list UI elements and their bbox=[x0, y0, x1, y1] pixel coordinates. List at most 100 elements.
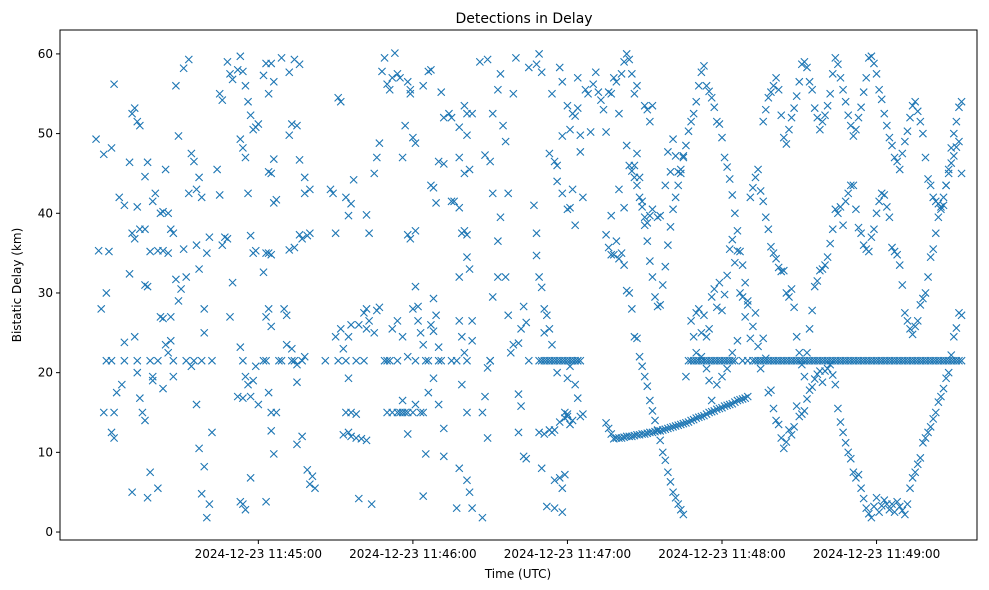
data-point bbox=[934, 398, 943, 407]
data-point bbox=[326, 185, 335, 194]
data-point bbox=[939, 201, 948, 210]
data-point bbox=[434, 400, 443, 409]
y-tick-label: 30 bbox=[38, 286, 53, 300]
data-point bbox=[462, 131, 471, 140]
data-point bbox=[666, 167, 675, 176]
data-point bbox=[571, 380, 580, 389]
data-point bbox=[200, 304, 209, 313]
data-point bbox=[450, 197, 459, 206]
data-point bbox=[900, 137, 909, 146]
data-point bbox=[604, 243, 613, 252]
data-point bbox=[426, 320, 435, 329]
data-point bbox=[715, 404, 724, 413]
data-point bbox=[633, 334, 641, 343]
data-point bbox=[164, 348, 173, 357]
data-point bbox=[934, 213, 943, 222]
data-point bbox=[146, 356, 155, 365]
data-point bbox=[359, 356, 368, 365]
data-point bbox=[280, 304, 289, 313]
data-point bbox=[944, 169, 953, 178]
data-point bbox=[872, 209, 881, 218]
data-point bbox=[380, 53, 389, 62]
data-point bbox=[761, 213, 770, 222]
data-point bbox=[633, 149, 641, 158]
data-point bbox=[954, 103, 963, 112]
data-point bbox=[192, 400, 201, 409]
data-point bbox=[558, 508, 567, 517]
data-point bbox=[411, 282, 420, 291]
data-point bbox=[171, 275, 180, 284]
data-point bbox=[880, 496, 889, 505]
data-point bbox=[867, 513, 876, 522]
data-point bbox=[614, 109, 623, 118]
data-point bbox=[676, 420, 685, 429]
data-point bbox=[200, 328, 209, 337]
data-point bbox=[774, 85, 783, 94]
data-point bbox=[849, 131, 858, 140]
data-point bbox=[262, 497, 271, 506]
data-point bbox=[898, 281, 907, 289]
data-point bbox=[926, 422, 935, 431]
data-point bbox=[99, 408, 108, 417]
data-point bbox=[875, 197, 884, 206]
data-point bbox=[411, 400, 420, 409]
data-point bbox=[803, 348, 811, 357]
data-point bbox=[694, 304, 703, 313]
data-point bbox=[403, 230, 412, 239]
data-point bbox=[336, 97, 345, 106]
data-point bbox=[104, 247, 113, 256]
data-point bbox=[942, 181, 951, 190]
data-point bbox=[756, 364, 765, 373]
data-point bbox=[401, 121, 410, 130]
data-point bbox=[826, 239, 835, 248]
data-point bbox=[942, 374, 951, 383]
data-point bbox=[447, 197, 456, 206]
data-point bbox=[267, 250, 276, 259]
data-point bbox=[532, 251, 541, 260]
data-point bbox=[398, 396, 407, 405]
y-tick-label: 0 bbox=[45, 525, 53, 539]
data-point bbox=[710, 103, 719, 112]
data-point bbox=[292, 378, 301, 387]
data-point bbox=[774, 420, 783, 429]
data-point bbox=[857, 484, 866, 493]
data-point bbox=[226, 312, 234, 321]
data-point bbox=[803, 394, 811, 403]
data-point bbox=[259, 356, 268, 365]
data-point bbox=[699, 61, 708, 70]
data-point bbox=[455, 316, 464, 325]
data-point bbox=[669, 422, 678, 431]
data-point bbox=[460, 226, 469, 235]
data-point bbox=[643, 382, 652, 391]
data-point bbox=[285, 245, 294, 254]
data-point bbox=[141, 172, 149, 181]
data-point bbox=[179, 64, 188, 73]
data-point bbox=[166, 225, 175, 234]
data-point bbox=[627, 69, 636, 78]
data-point bbox=[589, 80, 598, 89]
data-point bbox=[877, 95, 886, 104]
data-point bbox=[535, 49, 544, 58]
data-point bbox=[929, 414, 938, 423]
data-point bbox=[375, 139, 384, 148]
data-point bbox=[772, 73, 781, 82]
data-point bbox=[300, 189, 309, 198]
data-point bbox=[522, 318, 531, 327]
data-point bbox=[439, 452, 448, 461]
data-point bbox=[169, 356, 178, 365]
data-point bbox=[223, 57, 232, 66]
data-point bbox=[612, 237, 621, 246]
data-point bbox=[918, 438, 927, 447]
data-point bbox=[535, 428, 544, 437]
data-point bbox=[875, 85, 884, 94]
data-point bbox=[954, 356, 963, 365]
data-point bbox=[277, 53, 286, 62]
data-point bbox=[455, 123, 464, 132]
data-point bbox=[705, 408, 714, 417]
data-point bbox=[336, 324, 345, 333]
data-point bbox=[689, 332, 698, 341]
data-point bbox=[761, 354, 770, 363]
data-point bbox=[748, 183, 757, 192]
data-point bbox=[269, 77, 278, 86]
data-point bbox=[906, 324, 915, 333]
